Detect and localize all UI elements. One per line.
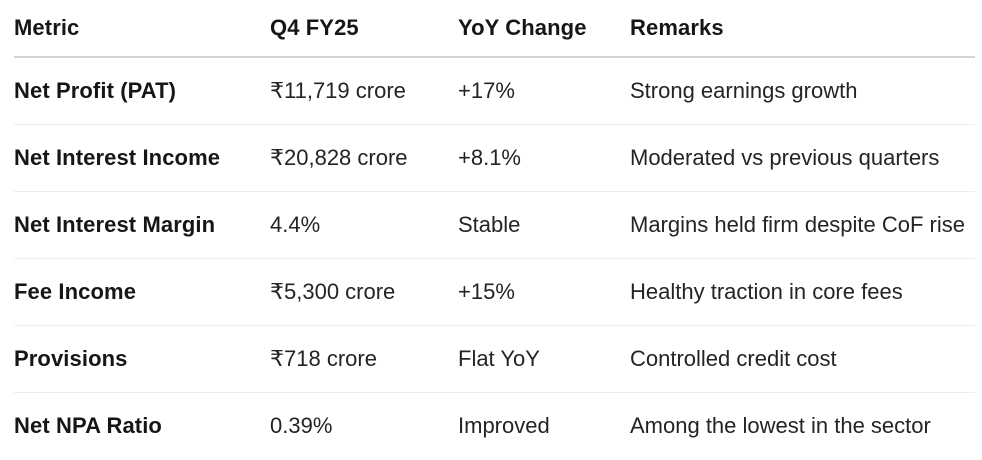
table-header-row: Metric Q4 FY25 YoY Change Remarks bbox=[14, 0, 975, 58]
metric-value: 0.39% bbox=[270, 413, 333, 439]
metric-value: 4.4% bbox=[270, 211, 321, 237]
metric-yoy-change: Stable bbox=[458, 211, 521, 237]
metric-yoy-change: Improved bbox=[458, 413, 550, 439]
table-row-net-npa-ratio: Net NPA Ratio 0.39% Improved Among the l… bbox=[14, 393, 975, 460]
column-header-remarks: Remarks bbox=[630, 14, 724, 40]
metric-label: Net Interest Margin bbox=[14, 211, 216, 237]
metric-label: Net NPA Ratio bbox=[14, 413, 162, 439]
metric-remarks: Among the lowest in the sector bbox=[630, 413, 931, 439]
metric-remarks: Margins held firm despite CoF rise bbox=[630, 211, 966, 237]
table-row-net-interest-income: Net Interest Income ₹20,828 crore +8.1% … bbox=[14, 125, 975, 192]
metric-yoy-change: +17% bbox=[458, 77, 515, 103]
table-row-net-interest-margin: Net Interest Margin 4.4% Stable Margins … bbox=[14, 192, 975, 259]
metric-value: ₹20,828 crore bbox=[270, 144, 408, 170]
table-row-net-profit: Net Profit (PAT) ₹11,719 crore +17% Stro… bbox=[14, 58, 975, 125]
column-header-yoy-change: YoY Change bbox=[458, 14, 587, 40]
metric-yoy-change: +15% bbox=[458, 278, 515, 304]
table-row-provisions: Provisions ₹718 crore Flat YoY Controlle… bbox=[14, 326, 975, 393]
metric-label: Net Interest Income bbox=[14, 144, 221, 170]
metric-yoy-change: +8.1% bbox=[458, 144, 521, 170]
column-header-metric: Metric bbox=[14, 14, 80, 40]
metric-remarks: Strong earnings growth bbox=[630, 77, 858, 103]
column-header-q4-fy25: Q4 FY25 bbox=[270, 14, 359, 40]
metric-remarks: Moderated vs previous quarters bbox=[630, 144, 940, 170]
metric-value: ₹11,719 crore bbox=[270, 77, 406, 103]
metric-yoy-change: Flat YoY bbox=[458, 345, 540, 371]
metric-remarks: Controlled credit cost bbox=[630, 345, 837, 371]
table-row-fee-income: Fee Income ₹5,300 crore +15% Healthy tra… bbox=[14, 259, 975, 326]
metric-label: Net Profit (PAT) bbox=[14, 77, 177, 103]
metric-value: ₹5,300 crore bbox=[270, 278, 396, 304]
metric-remarks: Healthy traction in core fees bbox=[630, 278, 903, 304]
metric-value: ₹718 crore bbox=[270, 345, 377, 371]
metric-label: Fee Income bbox=[14, 278, 137, 304]
metric-label: Provisions bbox=[14, 345, 128, 371]
